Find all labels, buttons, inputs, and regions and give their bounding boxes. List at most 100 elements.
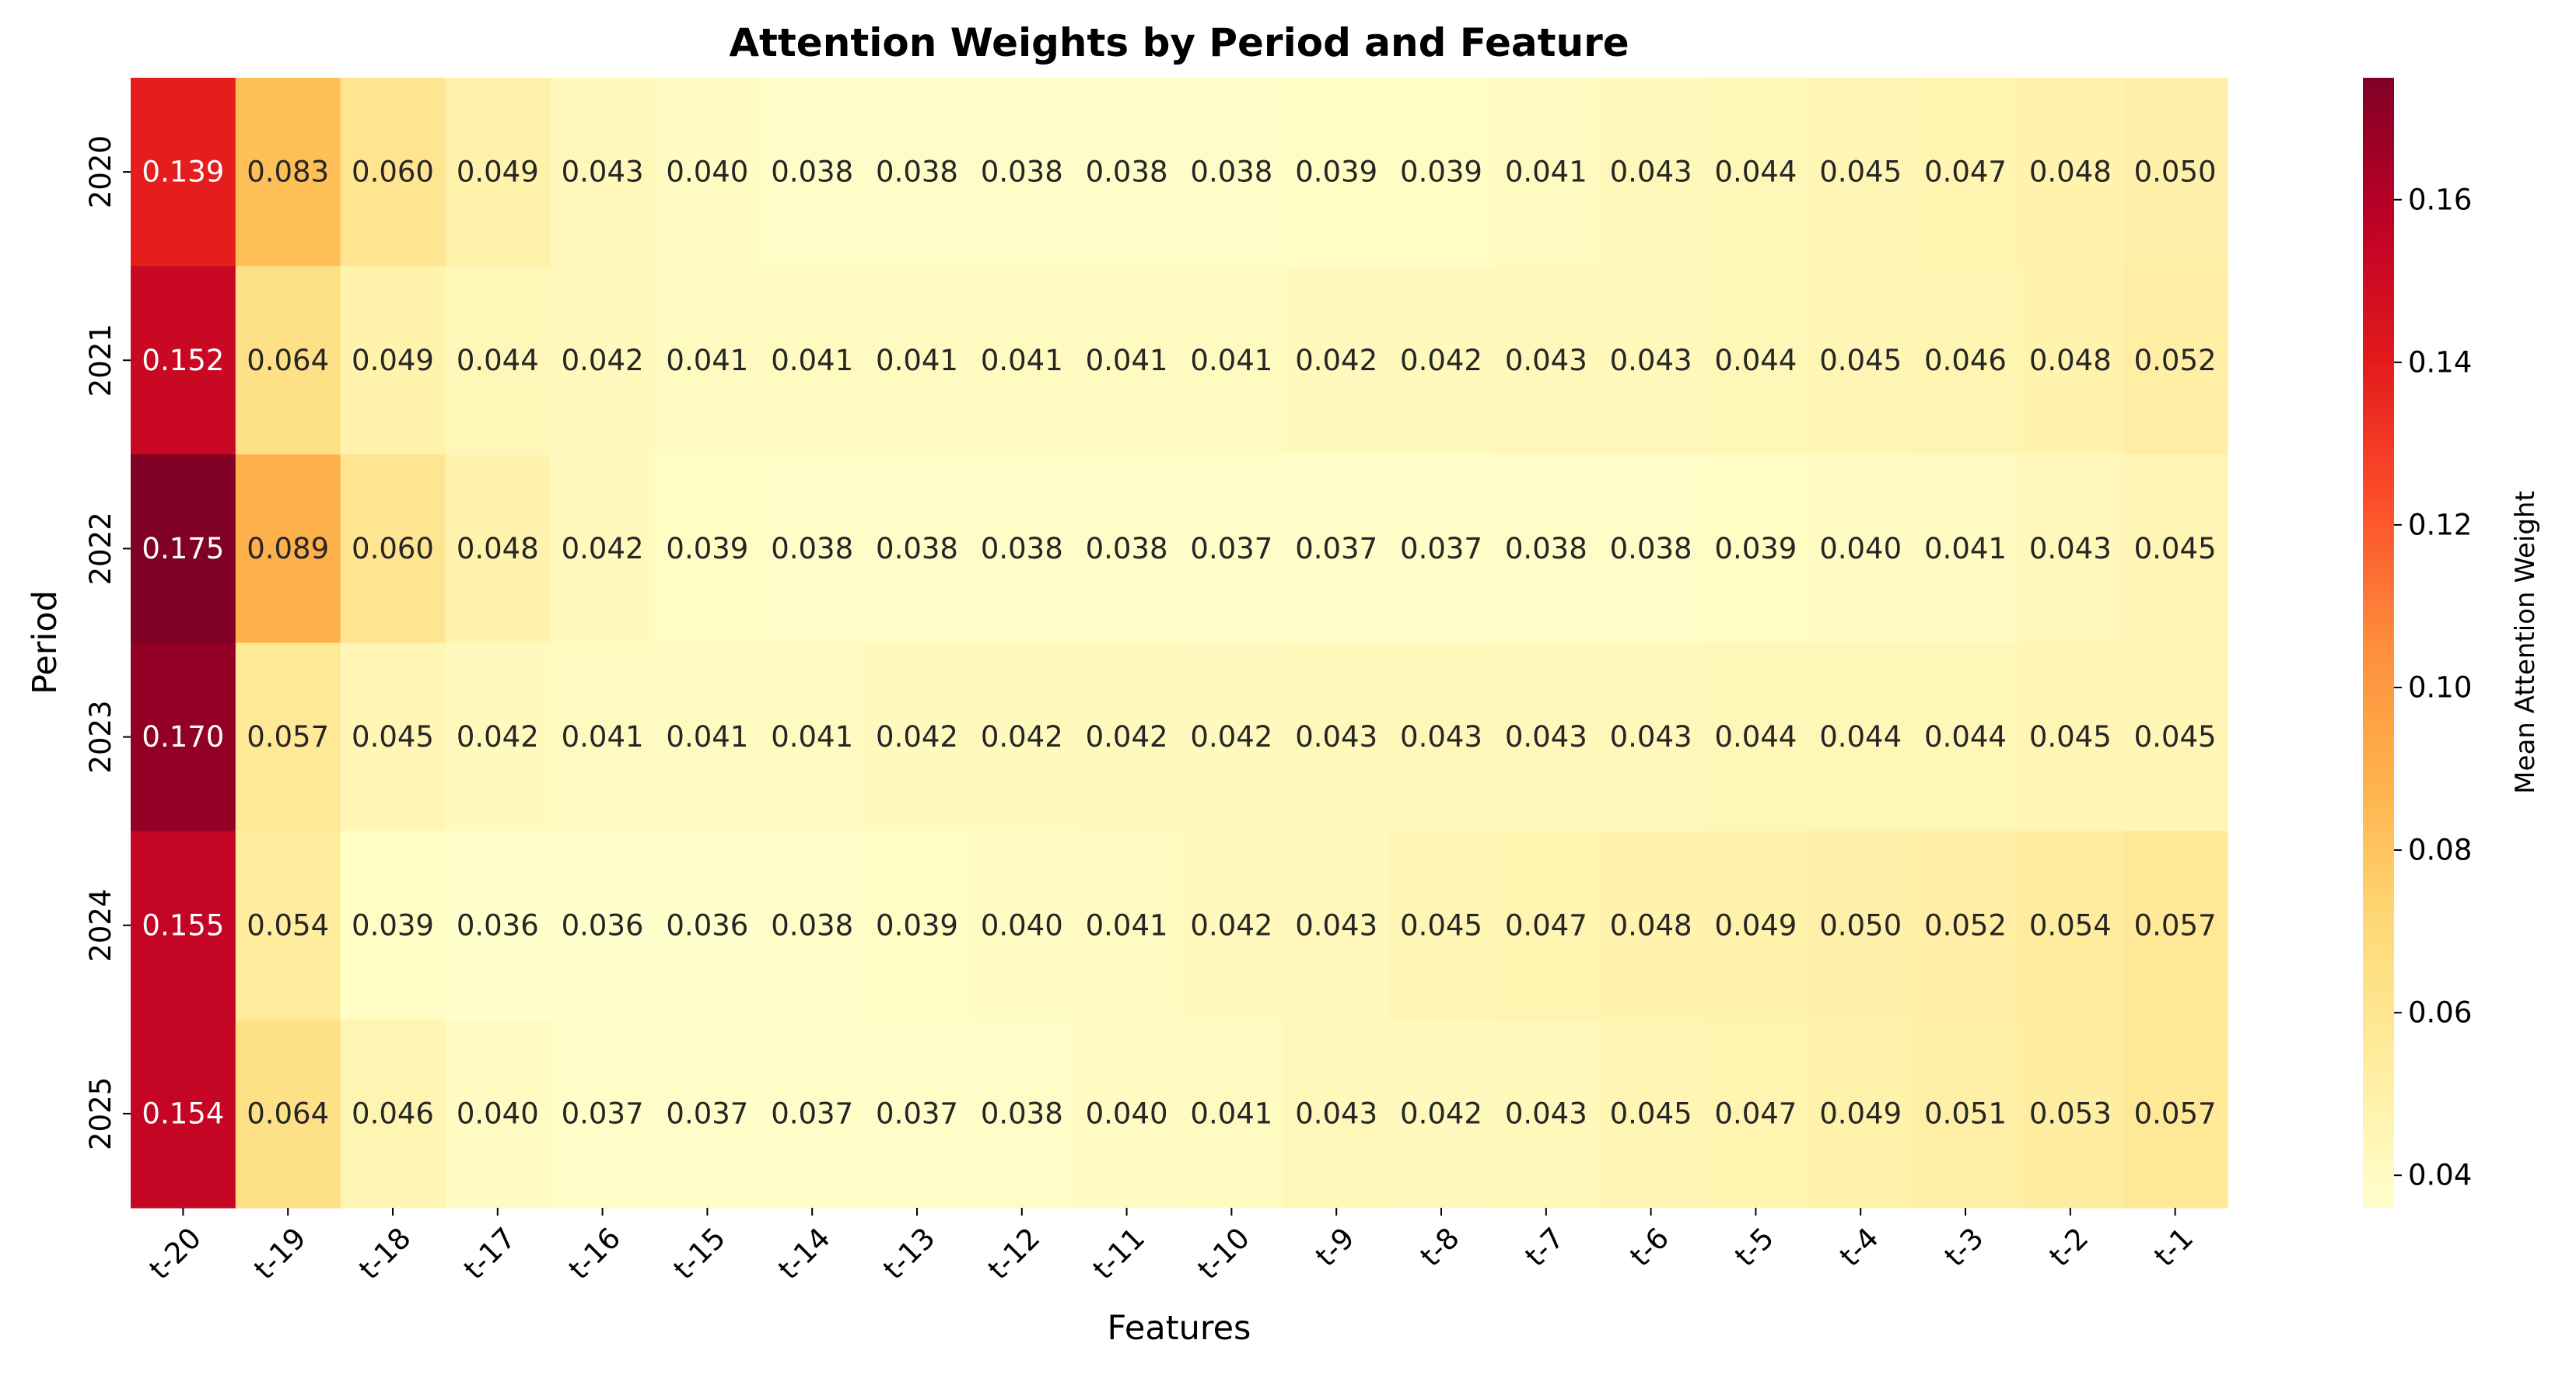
- heatmap-cell-2022-t-20: [131, 454, 236, 644]
- cell-value-label: 0.045: [1819, 344, 1902, 377]
- x-tick-label: t-3: [1938, 1221, 1990, 1273]
- heatmap-cell-2023-t-5: [1703, 642, 1809, 832]
- x-tick-label: t-4: [1833, 1221, 1885, 1273]
- cell-value-label: 0.054: [247, 908, 329, 942]
- cell-value-label: 0.039: [1714, 532, 1797, 565]
- x-tick-label: t-7: [1519, 1221, 1571, 1273]
- x-tick-label: t-6: [1623, 1221, 1675, 1273]
- heatmap-cell-2025-t-4: [1808, 1019, 1914, 1209]
- heatmap-cell-2025-t-17: [445, 1019, 551, 1209]
- cell-value-label: 0.038: [981, 532, 1063, 565]
- x-tick-label: t-12: [982, 1221, 1046, 1286]
- heatmap-cell-2024-t-1: [2123, 831, 2228, 1020]
- cell-value-label: 0.041: [1924, 532, 2007, 565]
- cell-value-label: 0.042: [1190, 720, 1272, 754]
- cell-value-label: 0.038: [771, 532, 853, 565]
- heatmap-cell-2023-t-7: [1493, 642, 1599, 832]
- cell-value-label: 0.039: [876, 908, 958, 942]
- cell-value-label: 0.038: [981, 156, 1063, 189]
- heatmap-cell-2025-t-10: [1179, 1019, 1285, 1209]
- x-axis-ticks: t-20 t-19 t-18 t-17 t-16 t-15 t-14 t-13 t-12 t-11…: [143, 1208, 2200, 1286]
- heatmap-cell-2024-t-5: [1703, 831, 1809, 1020]
- cell-value-label: 0.042: [1190, 908, 1272, 942]
- cell-value-label: 0.042: [562, 344, 644, 377]
- heatmap-cell-2021-t-17: [445, 266, 551, 455]
- cell-value-label: 0.037: [562, 1097, 644, 1130]
- cell-value-label: 0.038: [1610, 532, 1692, 565]
- cell-value-label: 0.050: [2134, 156, 2217, 189]
- cell-value-label: 0.052: [1924, 908, 2007, 942]
- y-tick-label: 2020: [84, 135, 117, 208]
- heatmap-cell-2020-t-4: [1808, 78, 1914, 267]
- y-tick-label: 2025: [84, 1077, 117, 1150]
- heatmap-cells: 0.139 0.083 0.060 0.049 0.043 0.040 0.038 0.038…: [131, 78, 2228, 1209]
- cell-value-label: 0.043: [1295, 720, 1377, 754]
- heatmap-cell-2021-t-14: [759, 266, 866, 455]
- heatmap-cell-2023-t-14: [759, 642, 866, 832]
- cell-value-label: 0.049: [352, 344, 434, 377]
- cell-value-label: 0.048: [457, 532, 539, 565]
- heatmap-cell-2024-t-10: [1179, 831, 1285, 1020]
- heatmap-cell-2022-t-4: [1808, 454, 1914, 644]
- x-tick-label: t-8: [1414, 1221, 1466, 1273]
- heatmap-cell-2022-t-13: [864, 454, 970, 644]
- cell-value-label: 0.044: [457, 344, 539, 377]
- cell-value-label: 0.045: [2029, 720, 2112, 754]
- cell-value-label: 0.037: [666, 1097, 748, 1130]
- heatmap-cell-2021-t-8: [1388, 266, 1494, 455]
- heatmap-cell-2020-t-3: [1913, 78, 2018, 267]
- cell-value-label: 0.046: [1924, 344, 2007, 377]
- cell-value-label: 0.041: [1086, 908, 1168, 942]
- heatmap-cell-2024-t-15: [655, 831, 761, 1020]
- cell-value-label: 0.042: [981, 720, 1063, 754]
- heatmap-cell-2024-t-11: [1074, 831, 1180, 1020]
- cell-value-label: 0.139: [142, 156, 224, 189]
- cell-value-label: 0.040: [1086, 1097, 1168, 1130]
- cell-value-label: 0.052: [2134, 344, 2217, 377]
- heatmap-cell-2024-t-4: [1808, 831, 1914, 1020]
- cell-value-label: 0.039: [666, 532, 748, 565]
- heatmap-cell-2023-t-6: [1598, 642, 1704, 832]
- colorbar-tick-label: 0.04: [2408, 1159, 2472, 1192]
- heatmap-cell-2023-t-1: [2123, 642, 2228, 832]
- cell-value-label: 0.089: [247, 532, 329, 565]
- heatmap-cell-2021-t-11: [1074, 266, 1180, 455]
- heatmap-cell-2022-t-19: [235, 454, 341, 644]
- heatmap-cell-2025-t-3: [1913, 1019, 2018, 1209]
- x-tick-label: t-11: [1087, 1221, 1151, 1286]
- cell-value-label: 0.036: [457, 908, 539, 942]
- y-tick-label: 2021: [84, 324, 117, 397]
- x-tick-label: t-15: [667, 1221, 732, 1286]
- cell-value-label: 0.043: [2029, 532, 2112, 565]
- heatmap-cell-2024-t-7: [1493, 831, 1599, 1020]
- heatmap-cell-2023-t-10: [1179, 642, 1285, 832]
- cell-value-label: 0.053: [2029, 1097, 2112, 1130]
- colorbar-tick-label: 0.08: [2408, 834, 2472, 867]
- cell-value-label: 0.037: [771, 1097, 853, 1130]
- y-tick-label: 2022: [84, 512, 117, 585]
- cell-value-label: 0.057: [2134, 1097, 2217, 1130]
- cell-value-label: 0.049: [1714, 908, 1797, 942]
- heatmap-cell-2022-t-15: [655, 454, 761, 644]
- heatmap-cell-2024-t-8: [1388, 831, 1494, 1020]
- cell-value-label: 0.042: [1400, 344, 1482, 377]
- heatmap-cell-2020-t-14: [759, 78, 866, 267]
- heatmap-cell-2020-t-17: [445, 78, 551, 267]
- heatmap-cell-2021-t-15: [655, 266, 761, 455]
- cell-value-label: 0.047: [1924, 156, 2007, 189]
- cell-value-label: 0.060: [352, 156, 434, 189]
- cell-value-label: 0.045: [1819, 156, 1902, 189]
- x-tick-label: t-10: [1192, 1221, 1256, 1286]
- heatmap-cell-2021-t-7: [1493, 266, 1599, 455]
- cell-value-label: 0.043: [1610, 720, 1692, 754]
- cell-value-label: 0.038: [1086, 156, 1168, 189]
- heatmap-cell-2022-t-8: [1388, 454, 1494, 644]
- x-axis-label: Features: [1108, 1309, 1251, 1348]
- cell-value-label: 0.064: [247, 344, 329, 377]
- heatmap-cell-2023-t-15: [655, 642, 761, 832]
- colorbar-tick-label: 0.06: [2408, 996, 2472, 1030]
- cell-value-label: 0.155: [142, 908, 224, 942]
- cell-value-label: 0.036: [562, 908, 644, 942]
- cell-value-label: 0.038: [981, 1097, 1063, 1130]
- heatmap-cell-2021-t-18: [340, 266, 446, 455]
